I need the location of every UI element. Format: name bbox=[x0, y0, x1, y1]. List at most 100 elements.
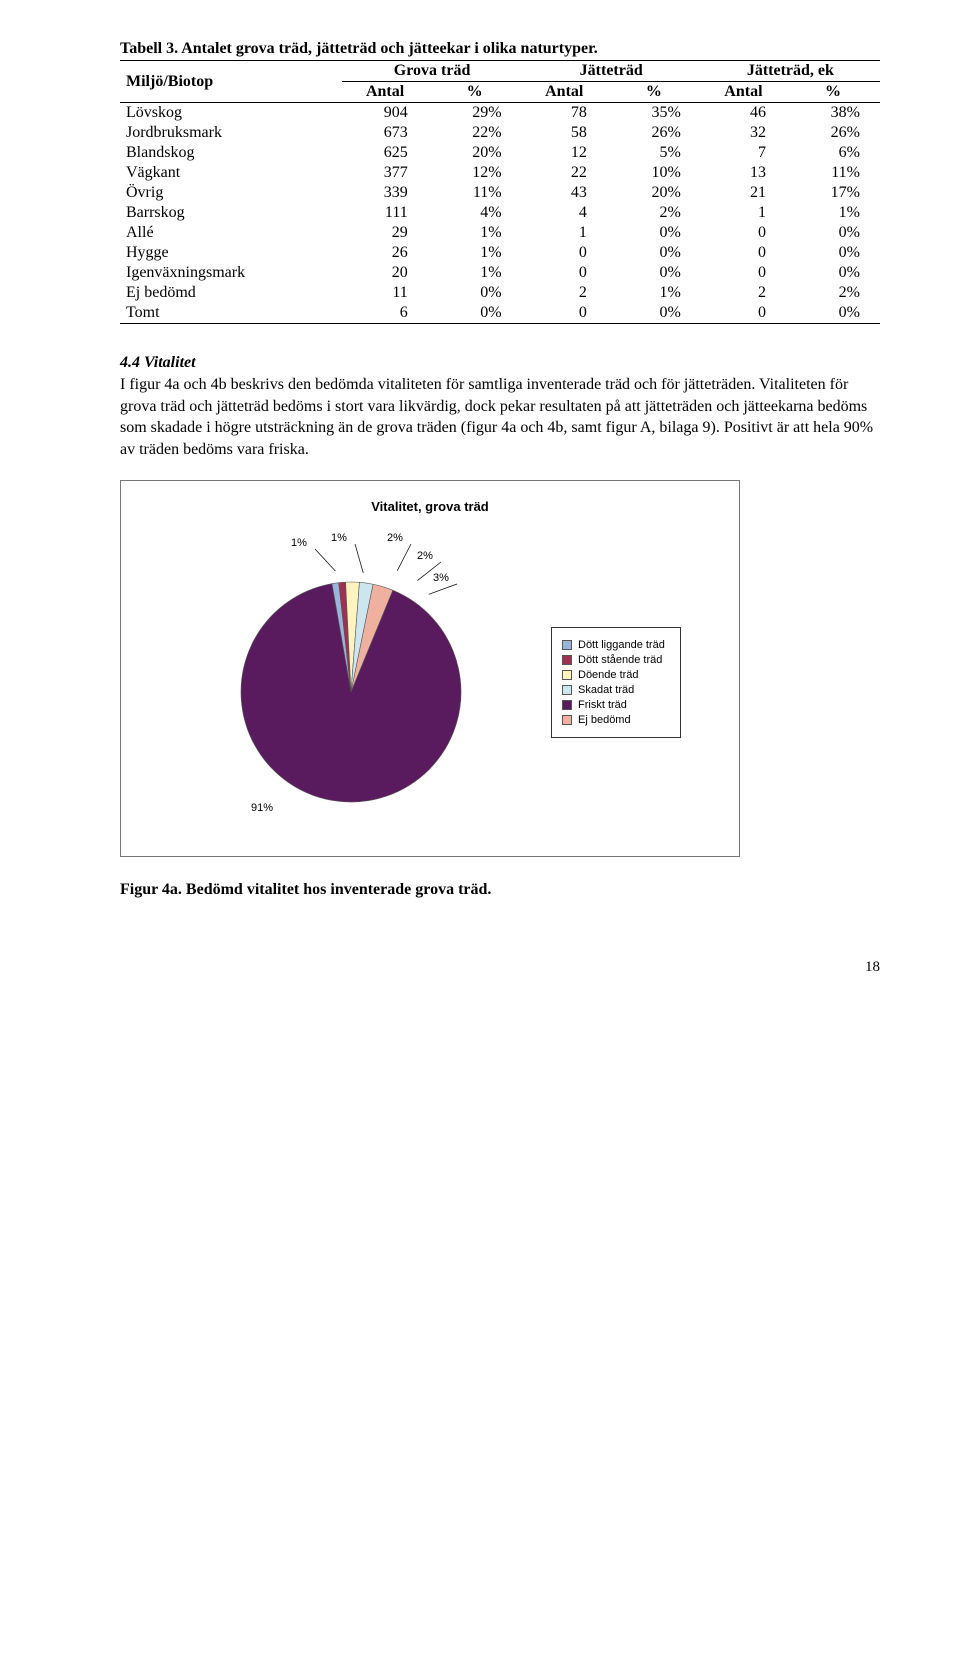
sub-col: % bbox=[428, 82, 522, 103]
pie-label: 2% bbox=[387, 532, 403, 544]
table-row: Tomt60%00%00% bbox=[120, 303, 880, 324]
row-label: Vägkant bbox=[120, 163, 342, 183]
cell: 58 bbox=[522, 123, 607, 143]
legend-label: Dött stående träd bbox=[578, 654, 662, 666]
cell: 1% bbox=[786, 203, 880, 223]
cell: 20% bbox=[607, 183, 701, 203]
cell: 29% bbox=[428, 103, 522, 124]
cell: 0% bbox=[786, 223, 880, 243]
legend-label: Skadat träd bbox=[578, 684, 634, 696]
cell: 17% bbox=[786, 183, 880, 203]
cell: 26 bbox=[342, 243, 427, 263]
row-label: Allé bbox=[120, 223, 342, 243]
table-row: Övrig33911%4320%2117% bbox=[120, 183, 880, 203]
row-label: Barrskog bbox=[120, 203, 342, 223]
cell: 1 bbox=[522, 223, 607, 243]
page-number: 18 bbox=[120, 959, 880, 976]
cell: 22% bbox=[428, 123, 522, 143]
cell: 22 bbox=[522, 163, 607, 183]
cell: 0% bbox=[607, 243, 701, 263]
col-group: Jätteträd bbox=[522, 61, 701, 82]
cell: 0 bbox=[522, 243, 607, 263]
figure-caption: Figur 4a. Bedömd vitalitet hos inventera… bbox=[120, 881, 880, 899]
row-label: Övrig bbox=[120, 183, 342, 203]
pie-label: 1% bbox=[331, 532, 347, 544]
cell: 339 bbox=[342, 183, 427, 203]
cell: 12 bbox=[522, 143, 607, 163]
cell: 46 bbox=[701, 103, 786, 124]
chart-title: Vitalitet, grova träd bbox=[141, 499, 719, 514]
legend-swatch bbox=[562, 655, 572, 665]
cell: 625 bbox=[342, 143, 427, 163]
section-heading: 4.4 Vitalitet bbox=[120, 354, 880, 372]
legend-item: Ej bedömd bbox=[562, 714, 670, 726]
cell: 2 bbox=[701, 283, 786, 303]
row-label: Igenväxningsmark bbox=[120, 263, 342, 283]
cell: 20 bbox=[342, 263, 427, 283]
cell: 5% bbox=[607, 143, 701, 163]
table-row: Jordbruksmark67322%5826%3226% bbox=[120, 123, 880, 143]
cell: 26% bbox=[607, 123, 701, 143]
cell: 1 bbox=[701, 203, 786, 223]
cell: 6 bbox=[342, 303, 427, 324]
sub-col: Antal bbox=[701, 82, 786, 103]
cell: 10% bbox=[607, 163, 701, 183]
table-row: Ej bedömd110%21%22% bbox=[120, 283, 880, 303]
cell: 0 bbox=[701, 243, 786, 263]
table-row: Hygge261%00%00% bbox=[120, 243, 880, 263]
legend-item: Dött liggande träd bbox=[562, 639, 670, 651]
row-label: Hygge bbox=[120, 243, 342, 263]
cell: 21 bbox=[701, 183, 786, 203]
legend-label: Döende träd bbox=[578, 669, 639, 681]
legend-swatch bbox=[562, 685, 572, 695]
cell: 2 bbox=[522, 283, 607, 303]
cell: 26% bbox=[786, 123, 880, 143]
table-row: Blandskog62520%125%76% bbox=[120, 143, 880, 163]
cell: 11% bbox=[786, 163, 880, 183]
legend-label: Friskt träd bbox=[578, 699, 627, 711]
legend-swatch bbox=[562, 640, 572, 650]
legend-swatch bbox=[562, 700, 572, 710]
cell: 2% bbox=[786, 283, 880, 303]
cell: 78 bbox=[522, 103, 607, 124]
cell: 0 bbox=[701, 263, 786, 283]
cell: 4 bbox=[522, 203, 607, 223]
row-label: Tomt bbox=[120, 303, 342, 324]
table-row: Barrskog1114%42%11% bbox=[120, 203, 880, 223]
row-header: Miljö/Biotop bbox=[120, 61, 342, 103]
pie-label: 3% bbox=[433, 572, 449, 584]
cell: 4% bbox=[428, 203, 522, 223]
col-group: Jätteträd, ek bbox=[701, 61, 880, 82]
cell: 6% bbox=[786, 143, 880, 163]
data-table: Miljö/Biotop Grova träd Jätteträd Jättet… bbox=[120, 60, 880, 324]
legend-label: Dött liggande träd bbox=[578, 639, 665, 651]
cell: 13 bbox=[701, 163, 786, 183]
cell: 29 bbox=[342, 223, 427, 243]
col-group: Grova träd bbox=[342, 61, 521, 82]
legend-item: Friskt träd bbox=[562, 699, 670, 711]
sub-col: % bbox=[786, 82, 880, 103]
pie-label: 1% bbox=[291, 537, 307, 549]
row-label: Ej bedömd bbox=[120, 283, 342, 303]
table-row: Lövskog90429%7835%4638% bbox=[120, 103, 880, 124]
cell: 111 bbox=[342, 203, 427, 223]
sub-col: Antal bbox=[522, 82, 607, 103]
cell: 38% bbox=[786, 103, 880, 124]
cell: 0% bbox=[428, 303, 522, 324]
cell: 0 bbox=[701, 223, 786, 243]
sub-col: Antal bbox=[342, 82, 427, 103]
cell: 0% bbox=[786, 263, 880, 283]
cell: 1% bbox=[428, 223, 522, 243]
chart-container: Vitalitet, grova träd 1%1%2%2%3%91% Dött… bbox=[120, 480, 740, 857]
table-row: Allé291%10%00% bbox=[120, 223, 880, 243]
table-caption: Tabell 3. Antalet grova träd, jätteträd … bbox=[120, 40, 880, 58]
row-label: Blandskog bbox=[120, 143, 342, 163]
cell: 377 bbox=[342, 163, 427, 183]
legend-item: Skadat träd bbox=[562, 684, 670, 696]
cell: 35% bbox=[607, 103, 701, 124]
cell: 7 bbox=[701, 143, 786, 163]
pie-label: 2% bbox=[417, 550, 433, 562]
legend-swatch bbox=[562, 670, 572, 680]
cell: 1% bbox=[607, 283, 701, 303]
cell: 20% bbox=[428, 143, 522, 163]
